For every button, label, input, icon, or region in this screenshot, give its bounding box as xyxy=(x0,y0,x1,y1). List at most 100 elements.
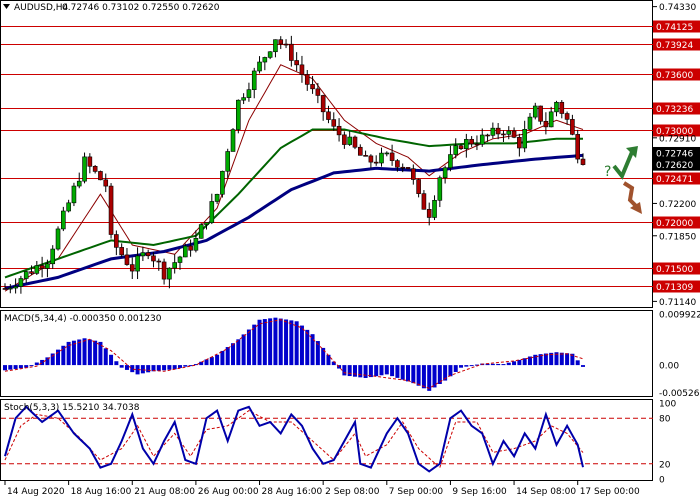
candle-body xyxy=(580,158,586,165)
time-tick-label: 28 Aug 16:00 xyxy=(262,487,323,497)
candle-body xyxy=(564,113,570,120)
candle-body xyxy=(363,155,368,157)
macd-bar xyxy=(305,329,310,366)
level-tag-label: 0.72000 xyxy=(656,219,693,229)
candle-body xyxy=(135,255,140,272)
candle-body xyxy=(501,133,506,136)
macd-bar xyxy=(543,353,548,366)
macd-bar xyxy=(437,365,442,385)
macd-bar xyxy=(109,354,114,366)
candle-body xyxy=(2,288,8,290)
candle-body xyxy=(71,185,77,204)
macd-bar xyxy=(464,365,469,367)
macd-bar xyxy=(204,359,209,366)
candle-body xyxy=(124,254,130,265)
level-tag-label: 0.74125 xyxy=(656,23,693,33)
macd-bar xyxy=(167,365,172,370)
candle-body xyxy=(469,139,474,145)
candle-body xyxy=(193,238,199,251)
macd-bar xyxy=(294,321,299,366)
candle-body xyxy=(464,139,469,150)
time-tick-label: 9 Sep 16:00 xyxy=(452,487,507,497)
macd-bar xyxy=(262,319,267,366)
macd-bar xyxy=(321,347,326,366)
price-panel-frame xyxy=(0,0,653,308)
macd-bar xyxy=(575,360,580,366)
macd-bar xyxy=(56,349,61,366)
price-tag xyxy=(653,146,700,159)
stoch-signal-line xyxy=(4,410,584,469)
macd-bar xyxy=(98,341,103,366)
price-tag xyxy=(653,158,700,171)
macd-bar xyxy=(527,356,532,366)
macd-panel-frame xyxy=(0,310,653,397)
macd-bar xyxy=(347,365,352,377)
candle-body xyxy=(50,248,56,265)
macd-bar xyxy=(427,365,432,391)
macd-bar xyxy=(177,365,182,368)
candle-body xyxy=(262,57,268,63)
stoch-panel-frame xyxy=(0,399,653,481)
candle-body xyxy=(411,168,416,180)
level-tag-label: 0.72471 xyxy=(656,175,693,185)
macd-bar xyxy=(66,341,71,366)
macd-bar xyxy=(421,365,426,389)
candle-body xyxy=(405,167,411,169)
candle-body xyxy=(448,154,453,169)
candle-body xyxy=(151,255,156,262)
stoch-label: Stoch(5,3,3) 15.5210 34.7038 xyxy=(4,403,140,413)
arrow-up-head-icon xyxy=(626,146,638,158)
macd-bar xyxy=(453,365,458,372)
macd-bar xyxy=(8,365,13,370)
candle-body xyxy=(575,134,580,160)
macd-bar xyxy=(156,365,161,371)
macd-bar xyxy=(236,339,241,366)
candle-body xyxy=(432,199,437,218)
candle-body xyxy=(214,193,220,202)
macd-bar xyxy=(29,365,34,367)
macd-bar xyxy=(368,365,373,378)
level-tag-label: 0.73000 xyxy=(656,127,693,137)
collapse-triangle-icon[interactable] xyxy=(3,4,10,9)
candle-body xyxy=(92,165,98,172)
macd-label: MACD(5,34,4) -0.000350 0.001230 xyxy=(4,314,162,324)
macd-bar xyxy=(406,365,411,382)
macd-bar xyxy=(522,358,527,366)
candle-body xyxy=(209,201,215,224)
macd-bar xyxy=(342,365,347,376)
macd-bar xyxy=(416,365,421,386)
candle-body xyxy=(98,171,103,181)
candle-body xyxy=(437,177,443,201)
stoch-tick-label: 20 xyxy=(659,460,671,470)
macd-bar xyxy=(517,359,522,366)
candle-body xyxy=(326,111,331,120)
macd-bar xyxy=(162,365,167,371)
candle-body xyxy=(23,271,29,279)
candle-body xyxy=(220,170,225,195)
candle-body xyxy=(532,105,538,118)
candle-body xyxy=(29,271,34,274)
candle-body xyxy=(474,143,480,146)
macd-bar xyxy=(103,348,108,366)
price-tick-label: 0.72200 xyxy=(659,200,696,210)
candle-body xyxy=(379,152,384,164)
candle-body xyxy=(156,260,162,263)
candle-body xyxy=(204,222,209,225)
macd-bar xyxy=(193,364,198,366)
price-tick-label: 0.74330 xyxy=(659,3,696,13)
macd-bar xyxy=(284,319,289,366)
level-tag xyxy=(653,172,700,185)
candle-body xyxy=(357,146,363,156)
macd-bar xyxy=(501,364,506,366)
macd-bar xyxy=(443,365,448,381)
macd-bar xyxy=(400,365,405,380)
macd-bar xyxy=(146,365,151,373)
macd-tick-label: 0.009922 xyxy=(659,310,700,320)
macd-plot xyxy=(3,317,585,391)
macd-bar xyxy=(315,341,320,366)
candle-body xyxy=(172,262,177,269)
candle-body xyxy=(416,179,421,194)
macd-bar xyxy=(549,352,554,366)
candle-body xyxy=(421,193,427,210)
